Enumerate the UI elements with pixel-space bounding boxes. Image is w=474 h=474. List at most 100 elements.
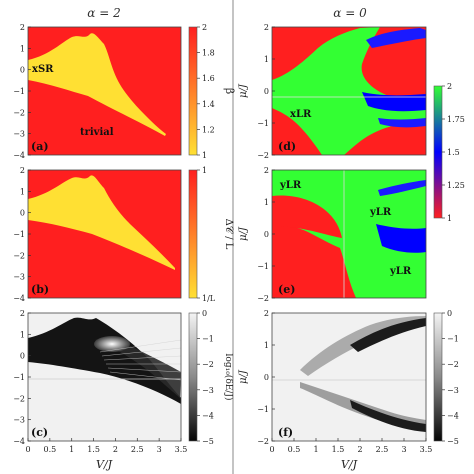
yticks-e: 2 1 0 −1 −2 [257, 166, 275, 303]
ytick-label: 1 [20, 330, 25, 339]
colorbar-ticks-d: 2 1.75 1.5 1.25 1 [442, 82, 465, 223]
xtick-label: 3.5 [175, 445, 188, 454]
ytick-label: 1 [264, 341, 269, 350]
colorbar-tick-label: 0 [202, 309, 207, 318]
colorbar-ticks-a: 2 1.8 1.6 1.4 1.2 1 [197, 23, 215, 160]
ytick-label: −2 [257, 294, 269, 303]
ylabel-e: μ/J [238, 226, 249, 241]
ytick-label: −4 [13, 294, 25, 303]
annotation-ylr-1: yLR [279, 180, 302, 191]
xtick-label: 2 [357, 445, 362, 454]
ytick-label: −2 [13, 394, 25, 403]
colorbar-tick-label: −4 [202, 411, 214, 420]
xsr-region [28, 33, 166, 137]
colorbar-tick-label: −5 [202, 437, 214, 446]
colorbar-tick-label: −4 [447, 411, 459, 420]
ylabel-d: μ/J [238, 83, 249, 98]
ytick-label: 2 [20, 23, 25, 32]
colorbar-tick-label: 1/L [202, 294, 216, 303]
gap-spot [94, 336, 130, 352]
ytick-label: 2 [20, 309, 25, 318]
ytick-label: −1 [257, 262, 269, 271]
xtick-label: 3 [401, 445, 406, 454]
ytick-label: 2 [20, 166, 25, 175]
ytick-label: 0 [264, 87, 269, 96]
ytick-label: −2 [13, 251, 25, 260]
ytick-label: 1 [264, 198, 269, 207]
ytick-label: 2 [264, 166, 269, 175]
panel-label-f: (f) [278, 426, 293, 439]
colorbar-ticks-f: 0 −1 −2 −3 −4 −5 [442, 309, 459, 446]
ytick-label: 1 [264, 55, 269, 64]
panel-a: xSR trivial (a) 2 1 0 −1 −2 −3 −4 2 1.8 1.6 1.4 1.… [13, 23, 236, 160]
colorbar-tick-label: 1.5 [447, 148, 460, 157]
ytick-label: −4 [13, 437, 25, 446]
xtick-label: 2 [113, 445, 118, 454]
colorbar-tick-label: 1 [202, 151, 207, 160]
colorbar-tick-label: 1.8 [202, 49, 215, 58]
ytick-label: 2 [264, 309, 269, 318]
xlabel-f: V/J [341, 458, 358, 471]
blue-bands-e [376, 224, 426, 253]
xtick-label: 0.5 [43, 445, 56, 454]
colorbar-ticks-c: 0 −1 −2 −3 −4 −5 [197, 309, 214, 446]
colorbar-d [433, 85, 443, 219]
ytick-label: 0 [20, 209, 25, 218]
panel-label-e: (e) [278, 283, 295, 296]
colorbar-tick-label: 2 [202, 23, 207, 32]
gap-region-dark [28, 317, 181, 404]
colorbar-tick-label: 1 [202, 166, 207, 175]
ytick-label: −3 [13, 416, 25, 425]
xtick-label: 2.5 [131, 445, 144, 454]
colorbar-label-a: β [223, 88, 236, 94]
ytick-label: 0 [20, 352, 25, 361]
annotation-ylr-3: yLR [389, 266, 412, 277]
ytick-label: −1 [257, 405, 269, 414]
xtick-label: 1.5 [332, 445, 345, 454]
colorbar-tick-label: −5 [447, 437, 459, 446]
ytick-label: 0 [264, 230, 269, 239]
xlabel-c: V/J [96, 458, 113, 471]
panel-label-a: (a) [31, 140, 49, 153]
colorbar-ticks-b: 1 1/L [197, 166, 216, 303]
colorbar-c [188, 312, 198, 442]
xtick-label: 1.5 [87, 445, 100, 454]
ytick-label: 1 [20, 187, 25, 196]
ytick-label: −4 [13, 151, 25, 160]
panel-label-b: (b) [31, 283, 49, 296]
ytick-label: 1 [20, 44, 25, 53]
colorbar-tick-label: −2 [447, 360, 459, 369]
colorbar-f [433, 312, 443, 442]
panel-b: (b) 2 1 0 −1 −2 −3 −4 1 1/L Δ𝒞 / L [13, 166, 234, 303]
colorbar-tick-label: 1.75 [447, 115, 465, 124]
yticks-a: 2 1 0 −1 −2 −3 −4 [13, 23, 31, 160]
left-column-title: α = 2 [87, 6, 120, 20]
yticks-f: 2 1 0 −1 −2 [257, 309, 275, 446]
annotation-xsr: xSR [32, 64, 54, 75]
panel-e: yLR yLR yLR (e) 2 1 0 −1 −2 μ/J [238, 166, 427, 303]
panel-c: (c) 2 1 0 −1 −2 −3 −4 0 0.5 1 1.5 2 2.5 3 3.5 V/J 0 −1… [13, 309, 234, 471]
ytick-label: −3 [13, 273, 25, 282]
ytick-label: 0 [264, 373, 269, 382]
dc-region [28, 175, 175, 270]
xtick-label: 0 [25, 445, 30, 454]
ytick-label: 0 [20, 66, 25, 75]
colorbar-tick-label: 1.4 [202, 100, 215, 109]
colorbar-b [188, 169, 198, 299]
right-column-title: α = 0 [333, 6, 367, 20]
xtick-label: 1 [313, 445, 318, 454]
colorbar-tick-label: 1.6 [202, 74, 215, 83]
ytick-label: −1 [257, 119, 269, 128]
ytick-label: −2 [13, 108, 25, 117]
yticks-c: 2 1 0 −1 −2 −3 −4 [13, 309, 31, 446]
colorbar-tick-label: 1.25 [447, 181, 465, 190]
colorbar-label-c: log₁₀(δE/J) [223, 354, 234, 401]
colorbar-tick-label: −2 [202, 360, 214, 369]
ytick-label: −2 [257, 437, 269, 446]
ylabel-f: μ/J [238, 369, 249, 384]
annotation-ylr-2: yLR [369, 207, 392, 218]
annotation-trivial: trivial [80, 127, 114, 138]
xtick-label: 0 [269, 445, 274, 454]
colorbar-tick-label: 0 [447, 309, 452, 318]
red-lobe-e [272, 195, 342, 238]
